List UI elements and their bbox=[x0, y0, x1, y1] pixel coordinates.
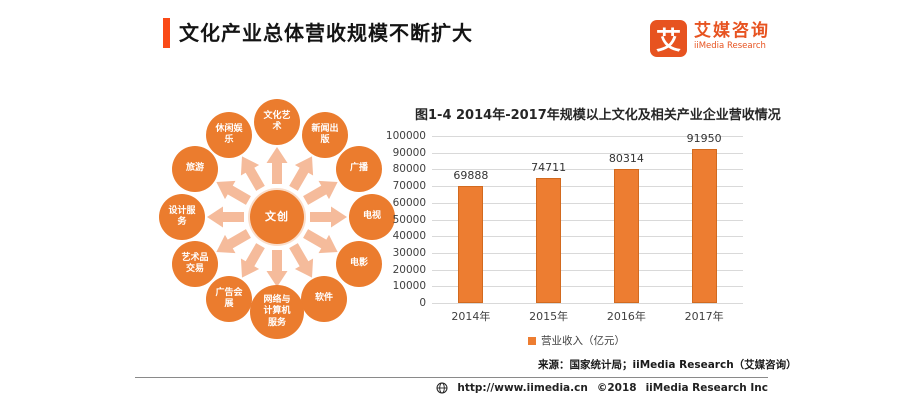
footer-url[interactable]: http://www.iimedia.cn bbox=[457, 382, 588, 394]
footer-copyright: ©2018 bbox=[596, 382, 637, 394]
bar-value-label: 69888 bbox=[453, 169, 489, 183]
bar-value-label: 74711 bbox=[531, 161, 567, 175]
y-tick-label: 60000 bbox=[392, 196, 426, 209]
globe-icon bbox=[436, 382, 448, 394]
diagram-node-broadcast: 广播 bbox=[336, 146, 382, 192]
bar bbox=[613, 168, 639, 303]
gridline bbox=[432, 186, 743, 188]
x-tick-label: 2017年 bbox=[684, 310, 724, 323]
chart-legend: 营业收入（亿元） bbox=[528, 333, 625, 348]
gridline bbox=[432, 236, 743, 238]
gridline bbox=[432, 219, 743, 221]
logo-mark-icon: 艾 bbox=[650, 20, 687, 57]
gridline bbox=[432, 269, 743, 271]
diagram-node-tourism: 旅游 bbox=[172, 146, 218, 192]
diagram-node-culture-art: 文化艺术 bbox=[254, 99, 300, 145]
y-tick-label: 10000 bbox=[392, 280, 426, 293]
y-tick-label: 30000 bbox=[392, 246, 426, 259]
logo-text: 艾媒咨询 iiMedia Research bbox=[694, 20, 770, 52]
logo-name-en: iiMedia Research bbox=[694, 41, 766, 52]
diagram-node-advertising-exhibition: 广告会展 bbox=[206, 276, 252, 322]
page-title: 文化产业总体营收规模不断扩大 bbox=[179, 21, 473, 45]
diagram-node-leisure-entertainment: 休闲娱乐 bbox=[206, 112, 252, 158]
legend-marker bbox=[528, 336, 536, 345]
y-tick-label: 70000 bbox=[392, 180, 426, 193]
gridline bbox=[432, 252, 743, 254]
chart-title: 图1-4 2014年-2017年规模以上文化及相关产业企业营收情况 bbox=[415, 108, 781, 123]
gridline bbox=[432, 136, 743, 137]
logo-name-cn: 艾媒咨询 bbox=[694, 21, 770, 41]
y-tick-label: 100000 bbox=[385, 130, 426, 142]
diagram-node-news-publishing: 新闻出版 bbox=[302, 112, 348, 158]
bar bbox=[458, 186, 484, 303]
title-accent-bar bbox=[163, 18, 170, 48]
footer-company: iiMedia Research Inc bbox=[645, 382, 768, 394]
bar-value-label: 91950 bbox=[686, 132, 722, 146]
y-tick-label: 0 bbox=[419, 297, 426, 309]
company-logo: 艾 艾媒咨询 iiMedia Research bbox=[650, 20, 770, 57]
y-tick-label: 20000 bbox=[392, 263, 426, 276]
x-tick-label: 2016年 bbox=[606, 310, 646, 323]
bar bbox=[536, 178, 562, 303]
bar-value-label: 80314 bbox=[608, 151, 644, 165]
x-tick-label: 2014年 bbox=[451, 310, 491, 323]
gridline bbox=[432, 169, 743, 171]
y-tick-label: 90000 bbox=[392, 146, 426, 159]
legend-label: 营业收入（亿元） bbox=[541, 335, 625, 347]
diagram-node-art-trading: 艺术品交易 bbox=[172, 241, 218, 287]
chart-source: 来源：国家统计局；iiMedia Research（艾媒咨询） bbox=[538, 359, 797, 371]
bar bbox=[691, 149, 717, 303]
y-tick-label: 40000 bbox=[392, 230, 426, 243]
y-tick-label: 50000 bbox=[392, 213, 426, 226]
footer-divider bbox=[135, 377, 768, 378]
diagram-node-design-service: 设计服务 bbox=[159, 194, 205, 240]
footer: http://www.iimedia.cn ©2018 iiMedia Rese… bbox=[0, 382, 768, 394]
diagram-node-television: 电视 bbox=[349, 194, 395, 240]
gridline bbox=[432, 152, 743, 154]
diagram-node-software: 软件 bbox=[301, 276, 347, 322]
diagram-node-network-computer-service: 网络与计算机服务 bbox=[250, 285, 304, 339]
gridline bbox=[432, 202, 743, 204]
bar-chart: 图1-4 2014年-2017年规模以上文化及相关产业企业营收情况 营业收入（亿… bbox=[386, 100, 810, 390]
gridline bbox=[432, 286, 743, 288]
diagram-node-film: 电影 bbox=[336, 241, 382, 287]
gridline bbox=[432, 303, 743, 304]
diagram-node-center: 文创 bbox=[250, 190, 304, 244]
y-tick-label: 80000 bbox=[392, 163, 426, 176]
x-tick-label: 2015年 bbox=[529, 310, 569, 323]
